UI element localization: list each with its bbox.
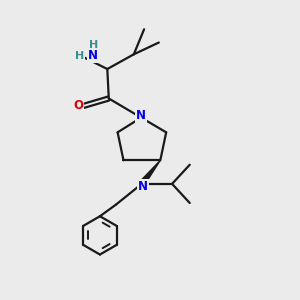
Text: H: H — [88, 40, 98, 50]
Text: N: N — [88, 49, 98, 62]
Text: N: N — [136, 109, 146, 122]
Text: O: O — [74, 99, 83, 112]
Text: H: H — [75, 51, 85, 61]
Text: N: N — [138, 180, 148, 193]
Polygon shape — [140, 160, 160, 186]
